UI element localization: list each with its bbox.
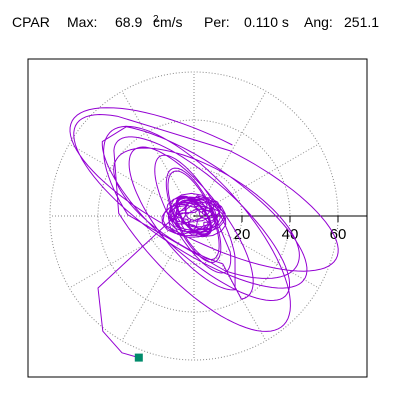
angle-value: 251.1 [344, 14, 380, 30]
plot-frame [27, 58, 368, 378]
max-unit-exponent: 2 [153, 14, 159, 25]
period-value: 0.110 s [244, 14, 289, 30]
x-tick-label-2: 60 [330, 226, 347, 243]
grid-spoke-210 [69, 215, 195, 289]
x-tick-label-0: 20 [234, 226, 251, 243]
motion-trace [69, 107, 339, 362]
max-value: 68.9 [115, 14, 143, 30]
motion-trace-path [69, 107, 339, 359]
grid-spoke-240 [121, 215, 195, 341]
plot-header: CPAR Max: 68.9 cm/s 2 Per: 0.110 s Ang: 2… [0, 14, 400, 38]
component-label: CPAR [12, 14, 50, 30]
end-point-marker [134, 353, 143, 362]
grid-spoke-330 [193, 215, 319, 289]
period-label: Per: [204, 14, 230, 30]
grid-spoke-60 [193, 91, 267, 217]
angle-label: Ang: [304, 14, 333, 30]
max-unit-text: cm/s [153, 14, 183, 30]
max-label: Max: [67, 14, 98, 30]
